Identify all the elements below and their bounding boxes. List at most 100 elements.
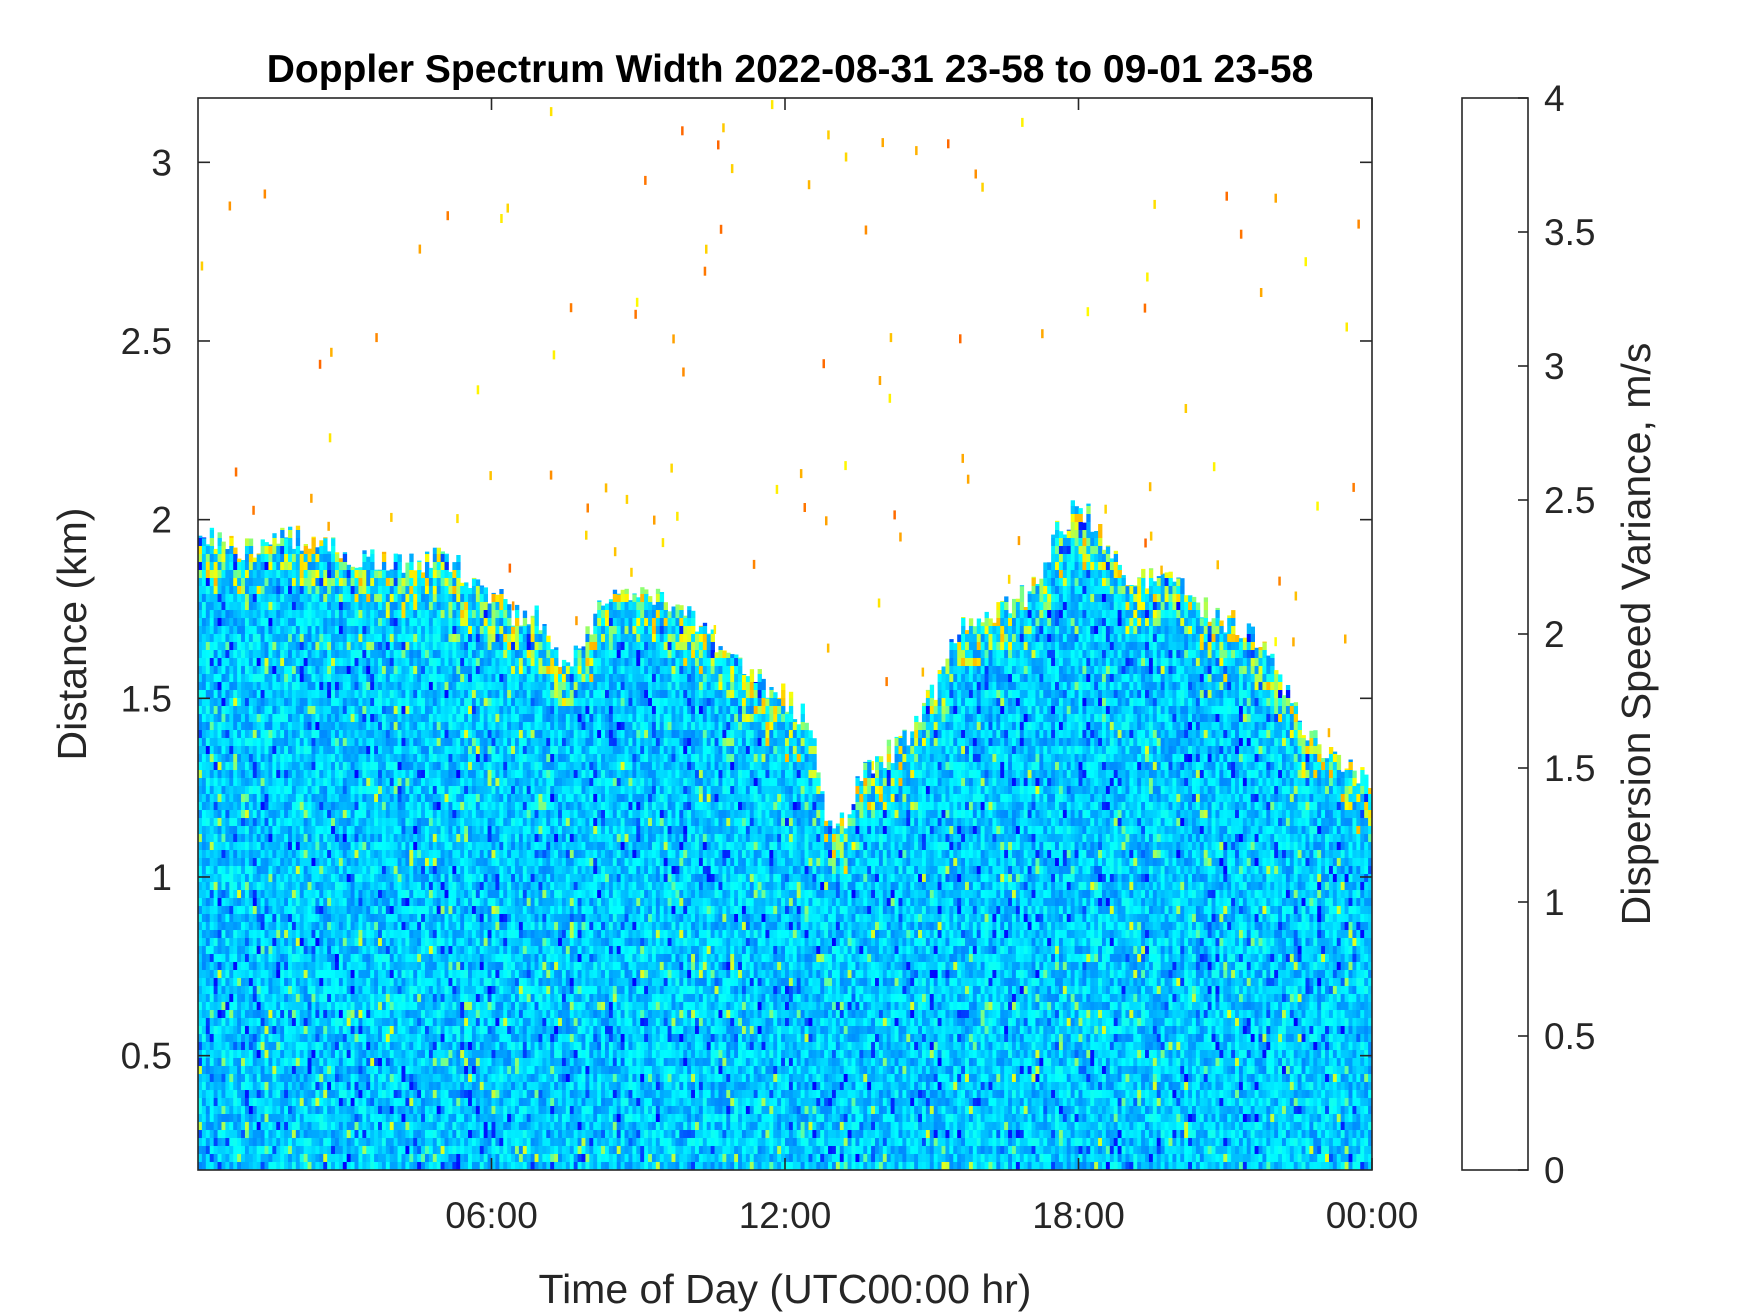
heatmap-cell [338,786,344,794]
heatmap-cell [421,754,426,762]
heatmap-cell [264,1090,269,1098]
heatmap-cell [248,1018,254,1026]
heatmap-cell [229,978,234,986]
heatmap-cell [229,914,234,922]
heatmap-cell [323,946,328,954]
heatmap-cell [417,770,422,778]
heatmap-cell [295,762,301,770]
heatmap-cell [256,882,262,890]
heatmap-cell [401,986,406,994]
heatmap-cell [272,698,277,706]
heatmap-cell [213,578,218,586]
heatmap-cell [299,1018,305,1026]
heatmap-cell [198,1034,203,1042]
heatmap-cell [291,938,297,946]
heatmap-cell [432,602,438,610]
heatmap-cell [201,946,207,954]
heatmap-cell [284,794,289,802]
heatmap-cell [405,1162,410,1170]
heatmap-cell [331,1138,336,1146]
heatmap-cell [370,602,375,610]
heatmap-cell [268,698,273,706]
heatmap-cell [229,1050,234,1058]
heatmap-cell [397,570,402,578]
heatmap-cell [421,1106,426,1114]
heatmap-cell [397,1042,402,1050]
heatmap-cell [229,722,234,730]
heatmap-cell [205,1146,211,1154]
heatmap-column [198,535,203,1170]
heatmap-cell [237,922,242,930]
heatmap-cell [291,642,297,650]
heatmap-cell [198,706,203,714]
heatmap-cell [413,890,418,898]
heatmap-cell [428,866,434,874]
heatmap-cell [233,946,238,954]
heatmap-cell [295,722,301,730]
heatmap-cell [288,658,293,666]
heatmap-cell [299,962,305,970]
heatmap-cell [303,978,308,986]
heatmap-cell [436,570,442,578]
heatmap-cell [432,770,438,778]
heatmap-column [381,551,387,1170]
heatmap-cell [209,858,215,866]
heatmap-cell [417,586,422,594]
heatmap-cell [198,850,203,858]
heatmap-cell [342,1114,348,1122]
heatmap-cell [268,826,273,834]
heatmap-cell [342,650,348,658]
heatmap-cell [311,666,316,674]
heatmap-cell [393,794,398,802]
heatmap-cell [288,818,293,826]
heatmap-cell [276,1026,281,1034]
heatmap-cell [428,642,434,650]
heatmap-cell [323,866,328,874]
heatmap-cell [362,874,367,882]
heatmap-cell [358,698,363,706]
heatmap-cell [331,642,336,650]
heatmap-cell [248,690,254,698]
heatmap-cell [358,786,363,794]
heatmap-cell [346,650,352,658]
heatmap-cell [327,1154,332,1162]
heatmap-cell [323,1162,328,1170]
heatmap-cell [397,898,402,906]
heatmap-cell [264,754,269,762]
heatmap-cell [260,570,265,578]
heatmap-cell [303,634,308,642]
heatmap-cell [338,770,344,778]
heatmap-cell [358,594,363,602]
heatmap-cell [436,714,442,722]
heatmap-cell [198,1082,203,1090]
heatmap-cell [334,738,340,746]
heatmap-cell [428,826,434,834]
heatmap-cell [413,970,418,978]
heatmap-cell [436,882,442,890]
heatmap-cell [405,1090,410,1098]
heatmap-cell [303,1058,308,1066]
heatmap-cell [389,986,395,994]
heatmap-cell [229,1034,234,1042]
heatmap-cell [288,1130,293,1138]
heatmap-cell [428,1130,434,1138]
heatmap-cell [401,1002,406,1010]
heatmap-cell [307,722,312,730]
heatmap-cell [217,1098,222,1106]
heatmap-cell [409,1082,414,1090]
heatmap-cell [428,634,434,642]
heatmap-cell [385,1082,391,1090]
heatmap-cell [291,826,297,834]
heatmap-cell [201,826,207,834]
heatmap-cell [424,1050,430,1058]
heatmap-cell [217,538,222,546]
heatmap-cell [295,586,301,594]
heatmap-cell [327,1122,332,1130]
heatmap-cell [260,882,265,890]
heatmap-cell [381,1138,387,1146]
heatmap-cell [276,1122,281,1130]
heatmap-cell [205,634,211,642]
heatmap-cell [440,1154,445,1162]
heatmap-column [409,553,414,1170]
heatmap-cell [417,714,422,722]
